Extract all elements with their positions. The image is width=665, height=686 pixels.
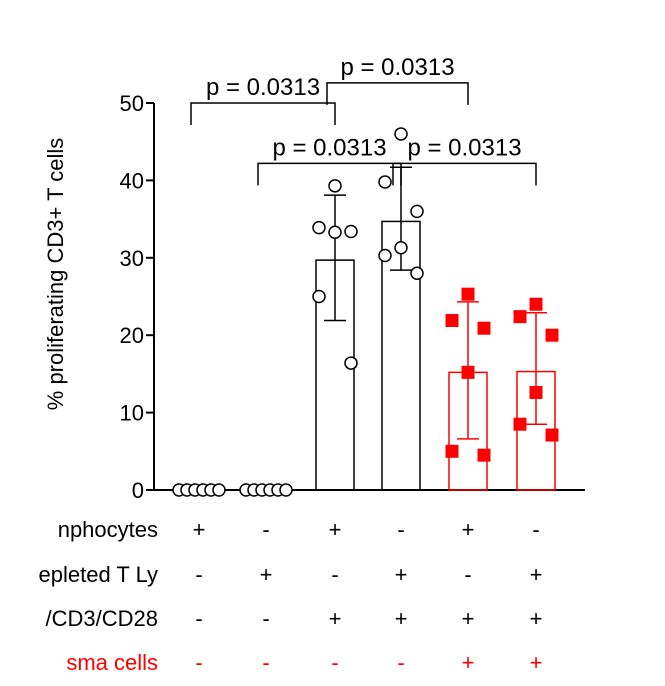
- condition-sign: +: [193, 517, 206, 542]
- condition-sign: +: [530, 562, 543, 587]
- data-point: [529, 385, 543, 399]
- data-point: [378, 175, 392, 189]
- condition-sign: +: [462, 606, 475, 631]
- data-point: [279, 483, 293, 497]
- significance-bracket: [392, 162, 537, 186]
- condition-sign: -: [262, 606, 269, 631]
- data-point: [312, 289, 326, 304]
- y-tick-label: 20: [120, 323, 144, 348]
- significance-brackets: p = 0.0313 p = 0.0313 p = 0.0313 p = 0.0313: [190, 54, 537, 186]
- condition-sign: -: [262, 517, 269, 542]
- p-value-label: p = 0.0313: [206, 74, 320, 101]
- data-point: [394, 240, 408, 255]
- y-tick-label: 0: [132, 478, 144, 503]
- data-point: [394, 127, 408, 141]
- condition-row-label: nphocytes: [58, 517, 158, 542]
- data-point: [545, 328, 559, 342]
- significance-bracket: [326, 82, 469, 105]
- data-point: [545, 428, 559, 442]
- axes: 0 10 20 30 40 50: [120, 91, 585, 503]
- condition-row-label: /CD3/CD28: [46, 606, 158, 631]
- condition-sign: +: [329, 606, 342, 631]
- data-point: [328, 179, 342, 193]
- condition-sign: -: [262, 650, 269, 675]
- y-tick-label: 10: [120, 401, 144, 426]
- condition-sign: +: [530, 650, 543, 675]
- data-point: [477, 321, 491, 335]
- condition-sign: +: [260, 562, 273, 587]
- data-point: [328, 225, 342, 240]
- condition-sign: +: [395, 562, 408, 587]
- condition-sign: -: [195, 562, 202, 587]
- data-point: [445, 444, 459, 458]
- condition-row-label: epleted T Ly: [39, 562, 158, 587]
- data-point: [513, 417, 527, 431]
- condition-sign: +: [462, 517, 475, 542]
- condition-sign: +: [329, 517, 342, 542]
- data-point: [513, 310, 527, 324]
- data-point: [461, 287, 475, 301]
- condition-table: nphocytes + - + - + - epleted T Ly - + - + - + /CD3/CD…: [39, 517, 543, 675]
- data-point: [477, 448, 491, 462]
- data-point: [378, 248, 392, 263]
- p-value-label: p = 0.0313: [407, 134, 521, 161]
- bars: [315, 166, 556, 491]
- y-axis-label: % proliferating CD3+ T cells: [43, 138, 68, 410]
- condition-sign: -: [331, 562, 338, 587]
- condition-sign: -: [331, 650, 338, 675]
- condition-sign: +: [462, 650, 475, 675]
- condition-sign: -: [464, 562, 471, 587]
- data-points: [172, 127, 559, 497]
- data-point: [344, 356, 358, 370]
- p-value-label: p = 0.0313: [272, 134, 386, 161]
- data-point: [461, 365, 475, 379]
- data-point: [212, 483, 226, 497]
- data-point: [410, 204, 424, 219]
- condition-row-label: sma cells: [66, 650, 158, 675]
- data-point: [312, 220, 326, 235]
- condition-sign: -: [397, 517, 404, 542]
- y-tick-label: 30: [120, 246, 144, 271]
- y-tick-label: 50: [120, 91, 144, 116]
- significance-bracket: [257, 162, 402, 186]
- data-point: [445, 313, 459, 327]
- condition-sign: +: [395, 606, 408, 631]
- data-point: [344, 224, 358, 239]
- condition-sign: -: [195, 606, 202, 631]
- condition-sign: +: [530, 606, 543, 631]
- significance-bracket: [190, 102, 336, 125]
- condition-sign: -: [195, 650, 202, 675]
- data-point: [410, 266, 424, 281]
- condition-sign: -: [532, 517, 539, 542]
- data-point: [529, 297, 543, 311]
- y-tick-label: 40: [120, 168, 144, 193]
- p-value-label: p = 0.0313: [340, 54, 454, 81]
- condition-sign: -: [397, 650, 404, 675]
